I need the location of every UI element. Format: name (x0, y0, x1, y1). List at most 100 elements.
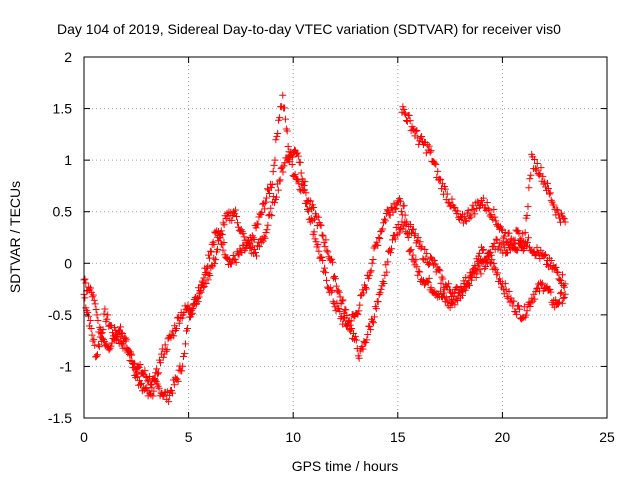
data-point (423, 250, 431, 258)
data-point (501, 228, 509, 236)
data-point (507, 236, 515, 244)
data-point (522, 311, 530, 319)
data-point (297, 169, 305, 177)
data-point (286, 158, 294, 166)
data-point (322, 236, 330, 244)
data-point (366, 323, 374, 331)
data-point (438, 273, 446, 281)
data-point (90, 335, 98, 343)
data-point (81, 275, 89, 283)
data-point (218, 231, 226, 239)
data-point (355, 307, 363, 315)
data-point (279, 168, 287, 176)
data-point (293, 149, 301, 157)
data-point (451, 301, 459, 309)
data-point (561, 290, 569, 298)
data-point (322, 269, 330, 277)
data-point (150, 387, 158, 395)
data-point (173, 325, 181, 333)
data-point (533, 244, 541, 252)
data-point (383, 268, 391, 276)
data-point (387, 249, 395, 257)
data-point (267, 184, 275, 192)
x-axis-label: GPS time / hours (292, 458, 399, 474)
data-point (264, 221, 272, 229)
data-point (321, 264, 329, 272)
data-point (494, 269, 502, 277)
data-point (263, 226, 271, 234)
data-point (103, 315, 111, 323)
data-point (516, 305, 524, 313)
data-point (330, 274, 338, 282)
data-point (407, 221, 415, 229)
data-point (388, 204, 396, 212)
data-point (490, 206, 498, 214)
data-point (446, 304, 454, 312)
data-point (217, 227, 225, 235)
data-point (315, 247, 323, 255)
data-point (516, 240, 524, 248)
data-point (380, 279, 388, 287)
data-point (556, 290, 564, 298)
x-tick-label: 15 (390, 429, 406, 445)
data-point (314, 213, 322, 221)
data-point (558, 271, 566, 279)
y-tick-label: 1 (64, 152, 72, 168)
data-point (206, 247, 214, 255)
data-point (197, 288, 205, 296)
data-point (206, 272, 214, 280)
data-point (178, 314, 186, 322)
data-point (101, 305, 109, 313)
data-point (444, 198, 452, 206)
data-point (361, 283, 369, 291)
data-point (193, 299, 201, 307)
data-point (418, 133, 426, 141)
data-point (479, 246, 487, 254)
y-tick-label: -0.5 (48, 307, 72, 323)
data-point (407, 246, 415, 254)
data-point (355, 354, 363, 362)
data-point (542, 251, 550, 259)
data-point (291, 170, 299, 178)
data-point (117, 329, 125, 337)
data-point (539, 172, 547, 180)
data-point (560, 215, 568, 223)
data-point (87, 324, 95, 332)
data-point (251, 246, 259, 254)
data-point (557, 209, 565, 217)
data-point (252, 252, 260, 260)
data-point (212, 256, 220, 264)
data-point (555, 300, 563, 308)
data-point (561, 280, 569, 288)
data-point (127, 350, 135, 358)
data-point (515, 229, 523, 237)
data-point (471, 210, 479, 218)
data-point (401, 109, 409, 117)
data-point (517, 315, 525, 323)
data-point (488, 256, 496, 264)
data-point (323, 247, 331, 255)
data-point (344, 321, 352, 329)
data-point (376, 289, 384, 297)
data-point (388, 236, 396, 244)
data-point (501, 280, 509, 288)
data-point (155, 369, 163, 377)
data-point (356, 301, 364, 309)
data-point (487, 211, 495, 219)
data-point (455, 286, 463, 294)
data-point (531, 165, 539, 173)
data-point (329, 258, 337, 266)
data-point (153, 365, 161, 373)
data-point (202, 279, 210, 287)
data-point (351, 332, 359, 340)
data-point (365, 322, 373, 330)
data-point (154, 370, 162, 378)
data-point (465, 280, 473, 288)
data-point (237, 247, 245, 255)
data-point (490, 259, 498, 267)
data-point (525, 184, 533, 192)
data-point (280, 162, 288, 170)
tick-labels: 0 5 10 15 20 25 -1.5 -1 -0.5 0 0.5 1 1.5 2 (48, 49, 615, 445)
data-point (149, 392, 157, 400)
data-point (559, 294, 567, 302)
